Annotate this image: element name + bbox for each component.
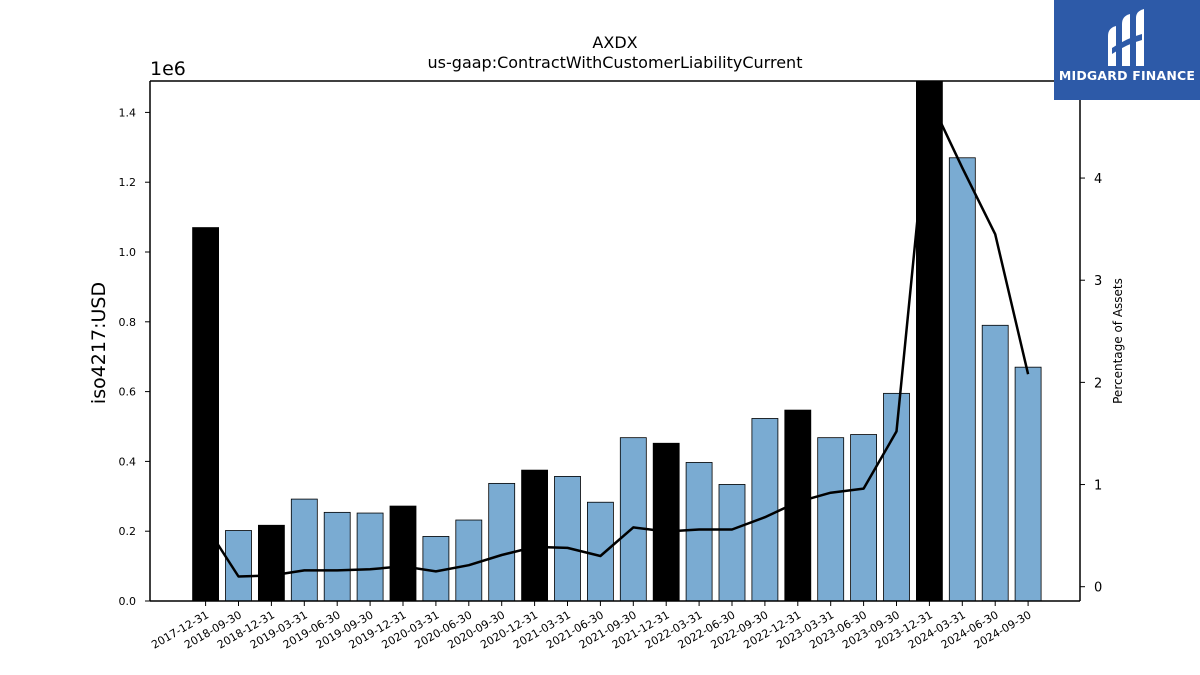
bar <box>718 484 746 602</box>
bar <box>916 80 943 602</box>
bar <box>587 501 614 602</box>
chart-title: AXDX <box>592 33 637 52</box>
y2-tick-label: 1 <box>1094 479 1102 494</box>
y-offset-label: 1e6 <box>150 58 186 80</box>
bar <box>257 524 285 602</box>
y-tick-label: 0.8 <box>119 316 137 329</box>
logo-mark-icon <box>1108 9 1144 66</box>
y-tick-label: 0.2 <box>119 525 137 538</box>
y2-tick-label: 2 <box>1094 376 1102 391</box>
y-tick-label: 1.0 <box>119 246 137 259</box>
bar <box>455 519 483 602</box>
bar <box>389 505 417 602</box>
y-axis-label: iso4217:USD <box>88 282 110 404</box>
y2-tick-label: 0 <box>1094 581 1102 596</box>
bar <box>192 227 220 602</box>
y-tick-label: 0.4 <box>119 455 137 468</box>
brand-logo: MIDGARD FINANCE <box>1054 0 1200 100</box>
bar <box>225 530 252 602</box>
y-tick-label: 0.6 <box>119 386 137 399</box>
bar <box>981 324 1009 602</box>
bar <box>290 498 318 602</box>
bar <box>652 442 680 602</box>
bar <box>850 434 877 602</box>
bar <box>619 437 647 602</box>
bar <box>554 476 581 602</box>
y-tick-label: 0.0 <box>119 595 137 608</box>
bar <box>817 437 845 602</box>
bar <box>356 512 384 602</box>
bar <box>1014 366 1042 602</box>
y-tick-label: 1.4 <box>119 106 137 119</box>
chart-subtitle: us-gaap:ContractWithCustomerLiabilityCur… <box>428 53 803 72</box>
bar <box>323 511 351 602</box>
y2-tick-label: 3 <box>1094 274 1102 289</box>
y-tick-label: 1.2 <box>119 176 137 189</box>
bar <box>948 157 976 602</box>
percentage-line <box>204 97 1030 578</box>
bar <box>521 469 548 602</box>
bar <box>685 462 713 602</box>
logo-text: MIDGARD FINANCE <box>1058 68 1196 83</box>
y2-axis-label: Percentage of Assets <box>1111 278 1125 404</box>
bar <box>488 482 516 602</box>
plot-area: 0.00.20.40.60.81.01.21.4012342017-12-312… <box>119 80 1102 652</box>
bar <box>751 418 779 602</box>
y2-tick-label: 4 <box>1094 172 1102 187</box>
